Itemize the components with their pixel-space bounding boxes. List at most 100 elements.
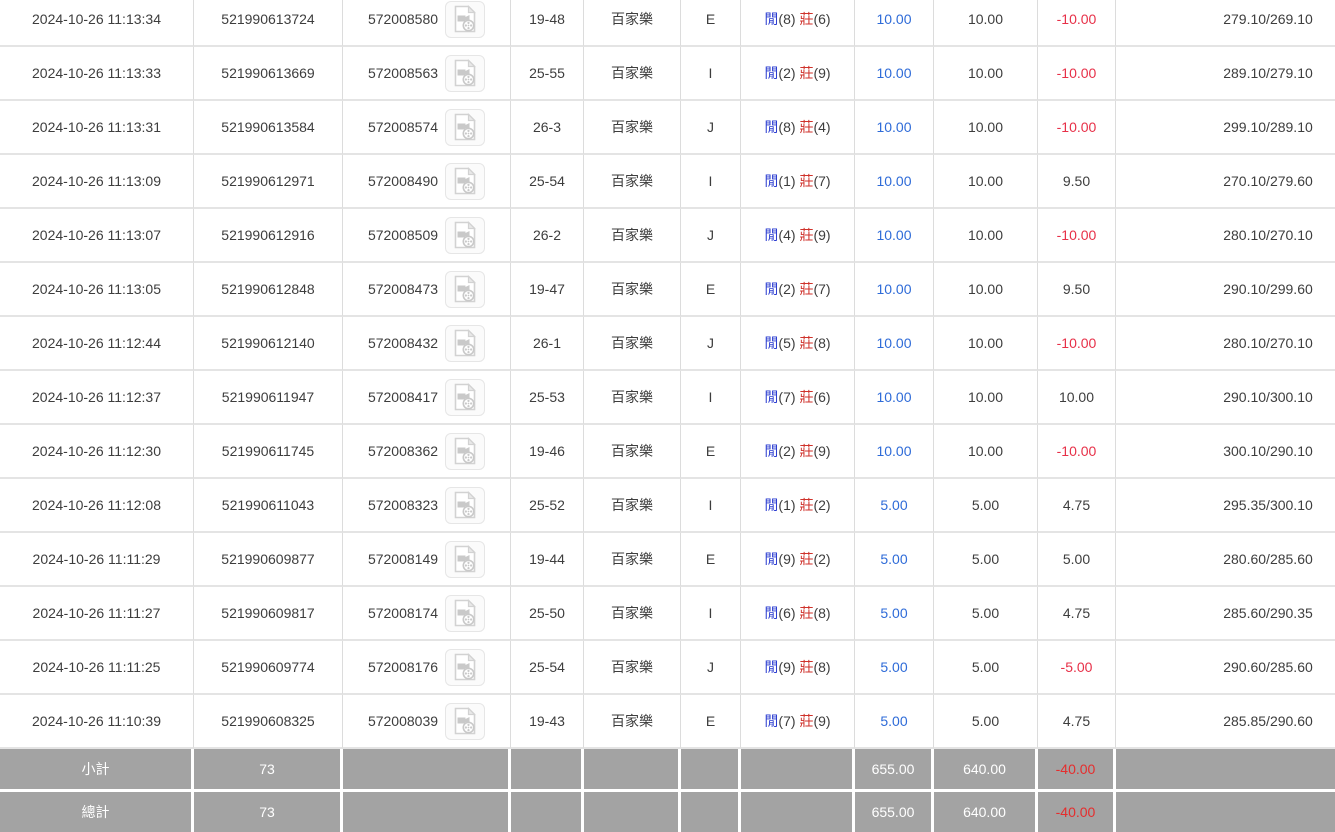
video-replay-button[interactable]	[445, 270, 486, 308]
subtotal-count-cell: 73	[194, 749, 343, 789]
table-row: 2024-10-26 11:13:05 521990612848 5720084…	[0, 263, 1335, 317]
total-label: 總計	[81, 804, 110, 820]
game-type-cell: 百家樂	[584, 533, 681, 587]
bet-id: 521990612848	[221, 281, 315, 297]
bet-time-cell: 2024-10-26 11:13:33	[0, 47, 194, 101]
balance-value: 300.10/290.10	[1223, 443, 1313, 459]
subtotal-bet: 655.00	[871, 761, 915, 777]
win-loss-value: -10.00	[1056, 443, 1097, 459]
video-replay-button[interactable]	[445, 54, 486, 92]
video-file-icon	[453, 545, 477, 573]
balance-value: 280.10/270.10	[1223, 227, 1313, 243]
bet-amount-link[interactable]: 5.00	[880, 659, 908, 675]
game-number: 572008563	[367, 65, 439, 81]
bet-amount-link[interactable]: 10.00	[876, 173, 912, 189]
valid-amount-cell: 10.00	[934, 0, 1038, 47]
bet-id: 521990611947	[221, 389, 315, 405]
bet-amount-link[interactable]: 10.00	[876, 65, 912, 81]
bet-id-cell: 521990612848	[194, 263, 343, 317]
table-code-cell: I	[681, 371, 741, 425]
bet-time-cell: 2024-10-26 11:12:08	[0, 479, 194, 533]
win-loss-cell: -10.00	[1038, 209, 1116, 263]
bet-id: 521990609774	[221, 659, 315, 675]
game-type-cell: 百家樂	[584, 425, 681, 479]
bet-time: 2024-10-26 11:13:05	[32, 281, 161, 297]
result-cell: 閒(2) 莊(7)	[741, 263, 855, 317]
player-score: (7)	[778, 389, 796, 405]
table-round: 25-55	[529, 65, 565, 81]
bet-amount-link[interactable]: 10.00	[876, 389, 912, 405]
balance-value: 290.10/299.60	[1223, 281, 1313, 297]
table-round: 25-50	[529, 605, 565, 621]
table-row: 2024-10-26 11:13:07 521990612916 5720085…	[0, 209, 1335, 263]
banker-score: (6)	[813, 11, 831, 27]
bet-amount-link[interactable]: 10.00	[876, 11, 912, 27]
balance-value: 289.10/279.10	[1223, 65, 1313, 81]
bet-amount-link[interactable]: 5.00	[880, 605, 908, 621]
bet-amount-cell: 5.00	[855, 479, 934, 533]
subtotal-valid-cell: 640.00	[934, 749, 1038, 789]
video-replay-button[interactable]	[445, 648, 486, 686]
video-replay-button[interactable]	[445, 378, 486, 416]
video-replay-button[interactable]	[445, 324, 486, 362]
video-replay-button[interactable]	[445, 108, 486, 146]
video-replay-button[interactable]	[445, 162, 486, 200]
table-row: 2024-10-26 11:13:31 521990613584 5720085…	[0, 101, 1335, 155]
win-loss-value: -10.00	[1056, 11, 1097, 27]
table-round: 25-54	[529, 659, 565, 675]
bet-amount-link[interactable]: 10.00	[876, 227, 912, 243]
table-code-cell: J	[681, 641, 741, 695]
table-round-cell: 19-46	[511, 425, 584, 479]
video-replay-button[interactable]	[445, 540, 486, 578]
table-round: 26-1	[532, 335, 562, 351]
video-replay-button[interactable]	[445, 486, 486, 524]
table-row: 2024-10-26 11:13:34 521990613724 5720085…	[0, 0, 1335, 47]
result-cell: 閒(7) 莊(6)	[741, 371, 855, 425]
table-round-cell: 19-44	[511, 533, 584, 587]
table-round: 25-52	[529, 497, 565, 513]
video-file-icon	[453, 383, 477, 411]
total-win: -40.00	[1055, 804, 1096, 820]
bet-amount-link[interactable]: 10.00	[876, 281, 912, 297]
player-score: (9)	[778, 659, 796, 675]
game-number: 572008509	[367, 227, 439, 243]
video-replay-button[interactable]	[445, 216, 486, 254]
total-valid: 640.00	[963, 804, 1006, 820]
game-number: 572008323	[367, 497, 439, 513]
bet-amount-cell: 10.00	[855, 317, 934, 371]
subtotal-valid: 640.00	[963, 761, 1006, 777]
banker-score: (9)	[813, 443, 831, 459]
bet-amount-cell: 10.00	[855, 263, 934, 317]
bet-amount-link[interactable]: 5.00	[880, 497, 908, 513]
table-round: 26-2	[532, 227, 562, 243]
game-number-cell: 572008563	[343, 47, 511, 101]
game-number: 572008432	[367, 335, 439, 351]
game-type-cell: 百家樂	[584, 587, 681, 641]
bet-amount-link[interactable]: 5.00	[880, 551, 908, 567]
bet-amount-link[interactable]: 10.00	[876, 443, 912, 459]
bet-amount-link[interactable]: 10.00	[876, 335, 912, 351]
video-replay-button[interactable]	[445, 594, 486, 632]
result-cell: 閒(1) 莊(2)	[741, 479, 855, 533]
table-code-cell: E	[681, 0, 741, 47]
result-cell: 閒(7) 莊(9)	[741, 695, 855, 749]
video-replay-button[interactable]	[445, 432, 486, 470]
bet-id-cell: 521990613724	[194, 0, 343, 47]
table-row: 2024-10-26 11:12:08 521990611043 5720083…	[0, 479, 1335, 533]
game-type: 百家樂	[611, 605, 653, 621]
game-number-cell: 572008580	[343, 0, 511, 47]
video-file-icon	[453, 329, 477, 357]
bet-amount-link[interactable]: 5.00	[880, 713, 908, 729]
table-round-cell: 26-3	[511, 101, 584, 155]
table-round-cell: 26-2	[511, 209, 584, 263]
video-replay-button[interactable]	[445, 0, 486, 38]
valid-amount: 10.00	[967, 173, 1004, 189]
win-loss-value: 4.75	[1062, 497, 1091, 513]
video-replay-button[interactable]	[445, 702, 486, 740]
game-type: 百家樂	[611, 497, 653, 513]
result-cell: 閒(6) 莊(8)	[741, 587, 855, 641]
total-count-cell: 73	[194, 789, 343, 832]
table-round-cell: 19-47	[511, 263, 584, 317]
bet-amount-link[interactable]: 10.00	[876, 119, 912, 135]
game-number: 572008174	[367, 605, 439, 621]
